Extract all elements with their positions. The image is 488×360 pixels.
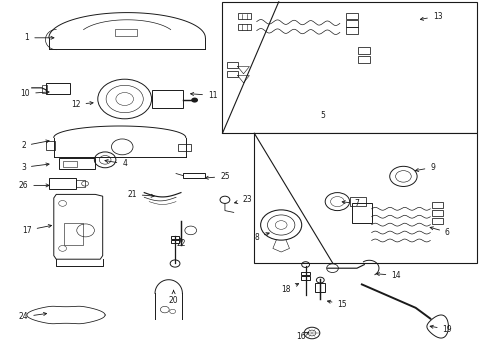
Bar (431, 218, 442, 224)
Bar (226, 62, 237, 68)
Text: 22: 22 (176, 238, 185, 248)
Text: 21: 21 (127, 190, 154, 199)
Bar (76, 180, 84, 187)
Bar (63, 223, 83, 245)
Circle shape (191, 98, 198, 103)
Bar (301, 276, 309, 280)
Bar (357, 47, 370, 54)
Bar (226, 71, 237, 77)
Text: 23: 23 (234, 195, 251, 204)
Bar (59, 158, 95, 169)
Bar (301, 272, 309, 275)
Bar (346, 27, 357, 34)
Bar (431, 202, 442, 208)
Bar (349, 197, 365, 206)
Text: 12: 12 (71, 100, 93, 109)
Text: 20: 20 (168, 291, 178, 305)
Bar (41, 85, 47, 93)
Bar (222, 2, 476, 133)
Bar (346, 20, 357, 27)
Bar (315, 283, 325, 292)
Text: 4: 4 (105, 159, 127, 168)
Text: 17: 17 (22, 225, 51, 235)
Text: 26: 26 (19, 181, 49, 190)
Text: 6: 6 (429, 227, 449, 237)
Bar (254, 133, 476, 263)
Bar (115, 29, 137, 36)
Bar (46, 141, 55, 150)
Text: 16: 16 (295, 332, 308, 341)
Bar (431, 210, 442, 216)
Bar (49, 178, 76, 189)
Bar (46, 83, 70, 94)
Bar (238, 13, 250, 19)
Bar (178, 144, 190, 151)
Bar (346, 13, 357, 19)
Text: 8: 8 (254, 233, 269, 242)
Text: 9: 9 (415, 163, 434, 172)
Bar (183, 173, 205, 178)
Bar (351, 203, 371, 223)
Text: 2: 2 (21, 140, 49, 150)
Text: 24: 24 (19, 312, 46, 321)
Bar (170, 236, 179, 239)
Text: 14: 14 (376, 271, 400, 280)
Text: 7: 7 (342, 199, 359, 208)
Text: 1: 1 (24, 33, 54, 42)
Text: 18: 18 (281, 284, 298, 294)
Bar (62, 161, 77, 167)
Text: 13: 13 (420, 12, 442, 21)
Text: 3: 3 (21, 163, 49, 172)
Bar (170, 240, 179, 243)
Bar (238, 24, 250, 30)
Bar (357, 56, 370, 63)
Text: 10: 10 (20, 89, 49, 98)
Bar (151, 90, 183, 108)
Text: 11: 11 (190, 91, 217, 100)
Text: 15: 15 (327, 300, 346, 309)
Text: 5: 5 (320, 111, 325, 120)
Text: 19: 19 (429, 325, 451, 334)
Text: 25: 25 (205, 172, 229, 181)
